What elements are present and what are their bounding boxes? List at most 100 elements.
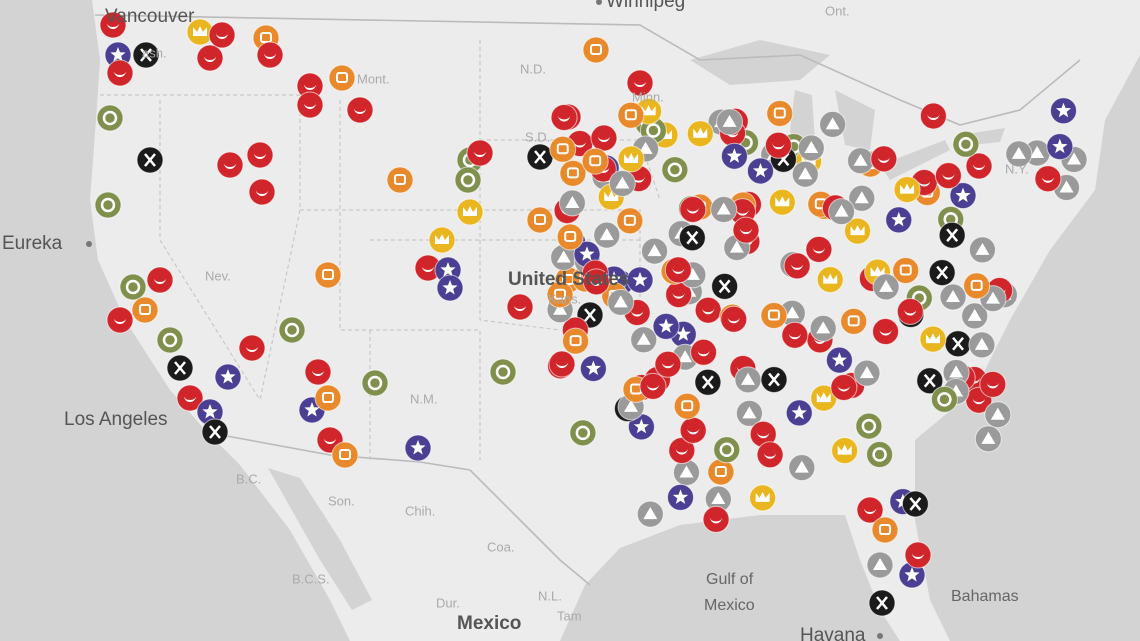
- marker-circle: [764, 131, 792, 159]
- marker: [785, 399, 813, 427]
- marker-circle: [805, 235, 833, 263]
- marker-circle: [246, 141, 274, 169]
- marker-icon: [904, 567, 920, 582]
- marker: [848, 184, 876, 212]
- marker: [944, 330, 972, 358]
- marker: [919, 325, 947, 353]
- marker: [582, 36, 610, 64]
- marker: [746, 157, 774, 185]
- region-label: N.L.: [538, 588, 562, 603]
- city-label: Vancouver: [105, 6, 195, 27]
- marker-icon: [816, 321, 831, 334]
- marker-icon: [879, 329, 892, 336]
- marker-circle: [934, 162, 962, 190]
- marker: [819, 110, 847, 138]
- marker-icon: [435, 234, 449, 244]
- marker-icon: [590, 44, 602, 55]
- marker-icon: [859, 366, 874, 379]
- marker-circle: [781, 321, 809, 349]
- marker-icon: [114, 71, 126, 77]
- marker-circle: [256, 41, 284, 69]
- marker-icon: [632, 176, 645, 183]
- marker-icon: [643, 507, 658, 520]
- region-label: B.C.: [236, 471, 261, 486]
- marker: [760, 302, 788, 330]
- marker: [949, 182, 977, 210]
- marker-icon: [110, 47, 126, 62]
- marker: [131, 296, 159, 324]
- lake-erie: [880, 140, 950, 180]
- marker-icon: [336, 72, 348, 83]
- marker: [901, 490, 929, 518]
- marker: [546, 281, 574, 309]
- marker: [96, 104, 124, 132]
- marker: [707, 458, 735, 486]
- marker: [664, 256, 692, 284]
- marker-icon: [558, 115, 571, 122]
- marker-icon: [798, 167, 813, 180]
- marker-icon: [661, 362, 674, 369]
- region-label: Kans.: [548, 291, 581, 306]
- marker: [764, 131, 792, 159]
- marker-circle: [707, 458, 735, 486]
- state-borders: [100, 40, 661, 460]
- marker-icon: [772, 143, 785, 150]
- marker-icon: [831, 352, 847, 367]
- atlantic-ocean: [915, 55, 1140, 641]
- marker-circle: [119, 273, 147, 301]
- marker: [617, 101, 645, 129]
- marker: [768, 188, 796, 216]
- marker-icon: [804, 140, 819, 153]
- marker-icon: [981, 431, 996, 444]
- marker-icon: [202, 404, 218, 419]
- marker: [713, 436, 741, 464]
- marker-icon: [912, 553, 924, 559]
- marker-icon: [184, 396, 196, 402]
- marker-icon: [1030, 145, 1045, 158]
- region-label: Nev.: [205, 268, 231, 283]
- marker: [716, 108, 744, 136]
- marker-icon: [556, 250, 571, 263]
- marker: [919, 102, 947, 130]
- marker: [939, 283, 967, 311]
- marker-circle: [840, 307, 868, 335]
- marker-circle: [856, 496, 884, 524]
- marker-circle: [96, 104, 124, 132]
- marker: [582, 268, 610, 296]
- marker-circle: [661, 156, 689, 184]
- marker: [720, 142, 748, 170]
- marker: [579, 354, 607, 382]
- marker: [756, 441, 784, 469]
- marker-icon: [304, 84, 316, 90]
- marker: [607, 288, 635, 316]
- marker: [106, 59, 134, 87]
- marker: [855, 412, 883, 440]
- marker-circle: [979, 370, 1007, 398]
- marker-circle: [626, 69, 654, 97]
- marker-circle: [549, 135, 577, 163]
- marker-icon: [1052, 138, 1068, 154]
- marker-circle: [732, 216, 760, 244]
- marker-icon: [216, 33, 228, 39]
- marker: [844, 217, 872, 245]
- marker-icon: [949, 365, 964, 378]
- marker-circle: [361, 369, 389, 397]
- marker: [735, 399, 763, 427]
- marker: [94, 191, 122, 219]
- marker-icon: [767, 309, 780, 321]
- marker-icon: [775, 196, 790, 207]
- marker: [665, 281, 693, 309]
- marker: [635, 97, 663, 125]
- city-dot: [877, 633, 883, 639]
- marker-icon: [879, 279, 894, 292]
- marker-circle: [756, 441, 784, 469]
- marker-icon: [955, 187, 971, 203]
- marker: [466, 139, 494, 167]
- marker-icon: [100, 197, 116, 213]
- marker-icon: [714, 466, 727, 478]
- marker: [872, 273, 900, 301]
- marker: [734, 366, 762, 394]
- marker-icon: [909, 497, 922, 511]
- marker-icon: [589, 155, 602, 167]
